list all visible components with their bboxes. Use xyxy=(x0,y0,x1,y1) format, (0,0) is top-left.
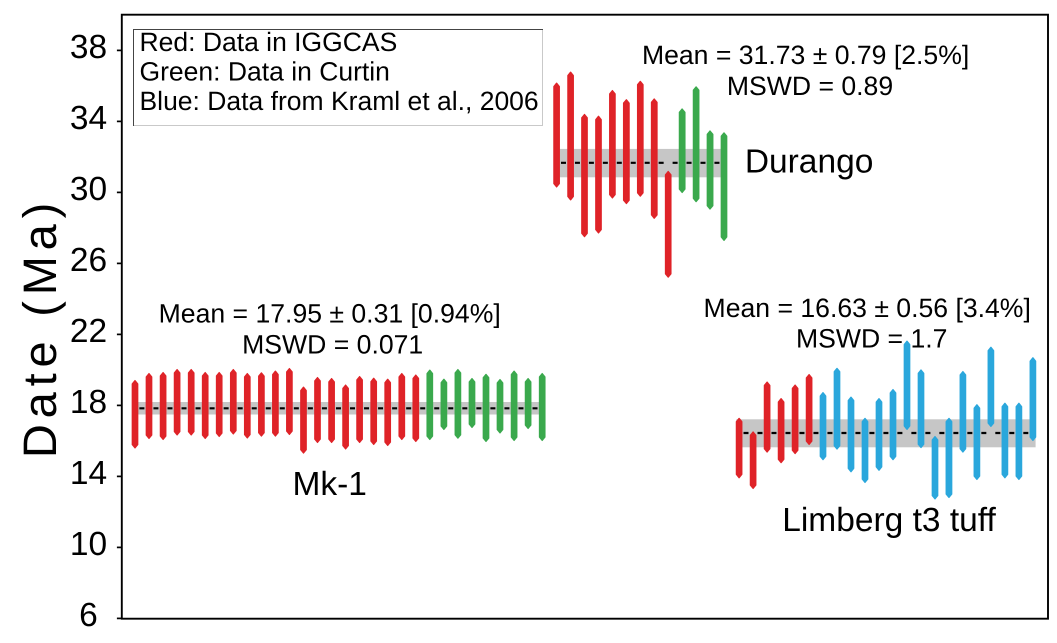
svg-text:Limberg t3 tuff: Limberg t3 tuff xyxy=(782,502,996,539)
svg-text:Blue: Data from Kraml et al.,: Blue: Data from Kraml et al., 2006 xyxy=(140,86,539,116)
svg-text:MSWD = 0.89: MSWD = 0.89 xyxy=(727,71,893,101)
svg-text:MSWD = 1.7: MSWD = 1.7 xyxy=(796,323,947,353)
svg-text:30: 30 xyxy=(70,171,107,208)
svg-text:34: 34 xyxy=(70,100,107,137)
svg-text:26: 26 xyxy=(70,242,107,279)
svg-text:Red: Data in IGGCAS: Red: Data in IGGCAS xyxy=(140,27,398,57)
svg-text:6: 6 xyxy=(79,597,98,634)
svg-text:10: 10 xyxy=(70,526,107,563)
svg-text:Durango: Durango xyxy=(745,144,874,181)
svg-text:Mean = 17.95 ± 0.31 [0.94%]: Mean = 17.95 ± 0.31 [0.94%] xyxy=(159,299,501,329)
svg-text:18: 18 xyxy=(70,384,107,421)
svg-text:Mean = 31.73 ± 0.79 [2.5%]: Mean = 31.73 ± 0.79 [2.5%] xyxy=(642,40,969,70)
svg-text:Green: Data in Curtin: Green: Data in Curtin xyxy=(140,57,390,87)
svg-text:14: 14 xyxy=(70,455,107,492)
svg-text:Mean = 16.63 ± 0.56 [3.4%]: Mean = 16.63 ± 0.56 [3.4%] xyxy=(704,293,1031,323)
svg-text:Date (Ma): Date (Ma) xyxy=(13,197,66,458)
svg-text:22: 22 xyxy=(70,313,107,350)
svg-text:MSWD = 0.071: MSWD = 0.071 xyxy=(242,330,423,360)
svg-text:Mk-1: Mk-1 xyxy=(292,466,366,503)
svg-text:38: 38 xyxy=(70,29,107,66)
